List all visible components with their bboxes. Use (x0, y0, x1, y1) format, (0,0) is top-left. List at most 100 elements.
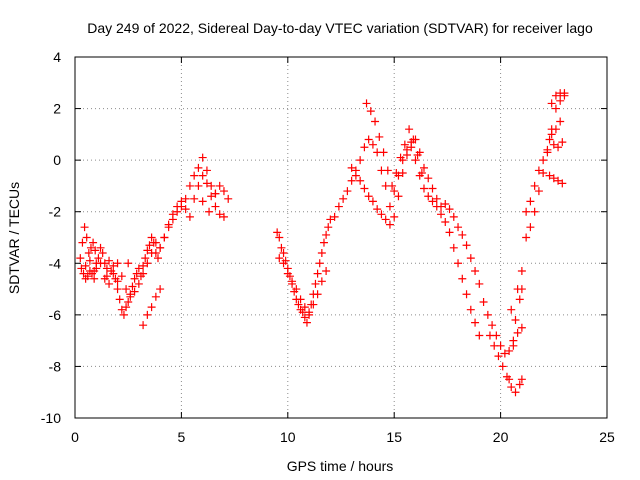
data-point (507, 305, 516, 314)
data-point (383, 166, 392, 175)
data-point (292, 285, 301, 294)
data-point (130, 274, 139, 283)
plot-frame (74, 56, 608, 419)
data-point (207, 181, 216, 190)
data-point (539, 169, 548, 178)
data-point (517, 267, 526, 276)
data-point (198, 171, 207, 180)
data-point (494, 352, 503, 361)
data-point (381, 215, 390, 224)
data-point (360, 184, 369, 193)
data-point (215, 181, 224, 190)
data-point (102, 272, 111, 281)
data-point (558, 179, 567, 188)
data-point (466, 305, 475, 314)
data-point (424, 174, 433, 183)
data-point (483, 310, 492, 319)
data-point (454, 223, 463, 232)
data-point (156, 243, 165, 252)
data-point (185, 212, 194, 221)
data-point (343, 187, 352, 196)
data-point (317, 277, 326, 286)
data-point (385, 220, 394, 229)
data-point (219, 187, 228, 196)
data-point (147, 248, 156, 257)
data-point (300, 303, 309, 312)
data-point (143, 259, 152, 268)
data-point (339, 194, 348, 203)
data-point (143, 246, 152, 255)
data-point (117, 305, 126, 314)
data-point (91, 246, 100, 255)
data-point (471, 318, 480, 327)
data-point (396, 153, 405, 162)
data-points (76, 89, 569, 397)
data-point (362, 99, 371, 108)
data-point (364, 192, 373, 201)
data-point (505, 346, 514, 355)
data-point (202, 179, 211, 188)
x-tick-labels: 0 5 10 15 20 25 (71, 429, 615, 445)
data-point (511, 316, 520, 325)
data-point (347, 163, 356, 172)
data-point (113, 259, 122, 268)
data-point (279, 248, 288, 257)
data-point (445, 228, 454, 237)
data-point (139, 261, 148, 270)
data-point (143, 310, 152, 319)
data-point (545, 171, 554, 180)
data-point (475, 279, 484, 288)
x-tick-label: 20 (493, 429, 509, 445)
data-point (322, 230, 331, 239)
data-point (515, 295, 524, 304)
data-point (390, 187, 399, 196)
data-point (458, 230, 467, 239)
data-point (105, 256, 114, 265)
data-point (449, 212, 458, 221)
data-point (126, 292, 135, 301)
data-point (139, 269, 148, 278)
data-point (428, 197, 437, 206)
data-point (517, 323, 526, 332)
data-point (89, 238, 98, 247)
data-point (139, 321, 148, 330)
data-point (522, 233, 531, 242)
data-point (145, 241, 154, 250)
data-point (277, 243, 286, 252)
y-tick-label: 0 (53, 152, 61, 168)
data-point (485, 331, 494, 340)
data-point (153, 254, 162, 263)
data-point (475, 331, 484, 340)
data-point (194, 163, 203, 172)
data-point (296, 295, 305, 304)
data-point (90, 274, 99, 283)
data-point (130, 287, 139, 296)
data-point (319, 238, 328, 247)
data-point (283, 269, 292, 278)
data-point (458, 274, 467, 283)
data-point (547, 99, 556, 108)
data-point (432, 202, 441, 211)
data-point (424, 192, 433, 201)
data-point (78, 238, 87, 247)
data-point (556, 117, 565, 126)
data-point (390, 212, 399, 221)
data-point (534, 166, 543, 175)
data-point (547, 130, 556, 139)
data-point (551, 104, 560, 113)
data-point (428, 184, 437, 193)
data-point (466, 254, 475, 263)
data-point (326, 215, 335, 224)
data-point (198, 197, 207, 206)
data-point (313, 269, 322, 278)
data-point (96, 259, 105, 268)
data-point (122, 285, 131, 294)
data-point (509, 341, 518, 350)
data-point (511, 388, 520, 397)
data-point (400, 140, 409, 149)
data-point (402, 150, 411, 159)
x-tick-label: 25 (599, 429, 615, 445)
data-point (190, 194, 199, 203)
x-tick-label: 15 (386, 429, 402, 445)
